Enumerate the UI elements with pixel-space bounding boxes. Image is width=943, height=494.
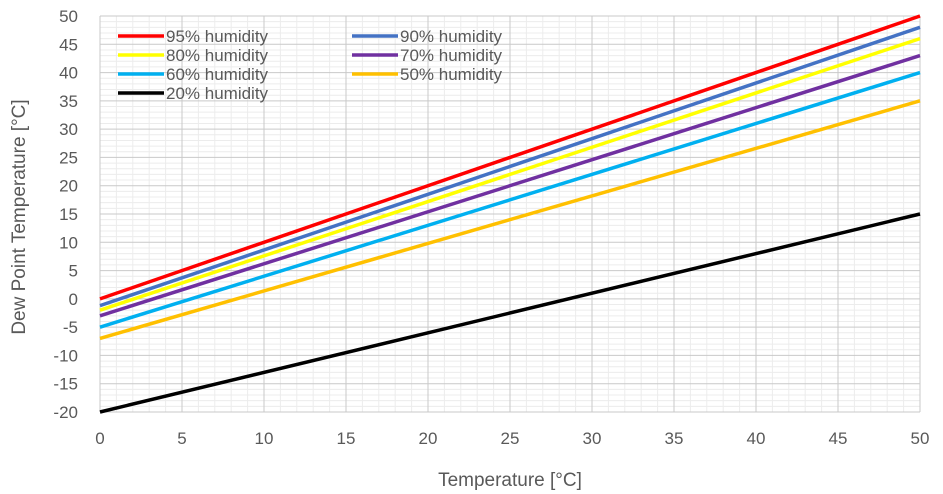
legend-item-5: 50% humidity bbox=[352, 65, 503, 84]
series-line-6 bbox=[99, 212, 921, 414]
legend-label: 60% humidity bbox=[166, 65, 269, 84]
series-line-3 bbox=[99, 53, 921, 318]
x-tick-label: 25 bbox=[501, 429, 520, 448]
legend-label: 70% humidity bbox=[400, 46, 503, 65]
legend: 95% humidity 90% humidity 80% humidity 70% … bbox=[118, 27, 503, 103]
y-axis-ticks: -20 -15 -10 -5 0 5 10 15 20 25 30 35 40 45 50 bbox=[53, 7, 78, 422]
x-tick-label: 0 bbox=[95, 429, 104, 448]
y-tick-label: 40 bbox=[59, 64, 78, 83]
x-tick-label: 35 bbox=[665, 429, 684, 448]
x-tick-label: 10 bbox=[255, 429, 274, 448]
series-line-5 bbox=[99, 99, 921, 341]
x-tick-label: 15 bbox=[337, 429, 356, 448]
legend-item-0: 95% humidity bbox=[118, 27, 269, 46]
legend-label: 95% humidity bbox=[166, 27, 269, 46]
legend-item-3: 70% humidity bbox=[352, 46, 503, 65]
legend-item-2: 80% humidity bbox=[118, 46, 269, 65]
y-tick-label: -5 bbox=[63, 318, 78, 337]
y-tick-label: 0 bbox=[69, 290, 78, 309]
x-tick-label: 40 bbox=[747, 429, 766, 448]
legend-label: 50% humidity bbox=[400, 65, 503, 84]
y-axis-title: Dew Point Temperature [°C] bbox=[9, 99, 30, 334]
legend-label: 20% humidity bbox=[166, 84, 269, 103]
y-tick-label: 10 bbox=[59, 233, 78, 252]
y-tick-label: 15 bbox=[59, 205, 78, 224]
series-lines bbox=[99, 14, 921, 414]
series-line-4 bbox=[99, 70, 921, 329]
y-tick-label: -10 bbox=[53, 346, 78, 365]
x-tick-label: 50 bbox=[911, 429, 930, 448]
legend-label: 80% humidity bbox=[166, 46, 269, 65]
series-line-2 bbox=[99, 36, 921, 312]
legend-label: 90% humidity bbox=[400, 27, 503, 46]
x-axis-ticks: 0 5 10 15 20 25 30 35 40 45 50 bbox=[95, 429, 929, 448]
x-axis-title: Temperature [°C] bbox=[438, 470, 582, 491]
y-tick-label: 30 bbox=[59, 120, 78, 139]
y-tick-label: 50 bbox=[59, 7, 78, 26]
legend-item-1: 90% humidity bbox=[352, 27, 503, 46]
y-tick-label: 25 bbox=[59, 148, 78, 167]
y-tick-label: -15 bbox=[53, 375, 78, 394]
x-tick-label: 20 bbox=[419, 429, 438, 448]
y-tick-label: 5 bbox=[69, 262, 78, 281]
major-grid bbox=[99, 15, 921, 413]
series-line-0 bbox=[99, 14, 921, 301]
x-tick-label: 5 bbox=[177, 429, 186, 448]
y-tick-label: -20 bbox=[53, 403, 78, 422]
legend-item-6: 20% humidity bbox=[118, 84, 269, 103]
x-tick-label: 45 bbox=[829, 429, 848, 448]
x-tick-label: 30 bbox=[583, 429, 602, 448]
y-tick-label: 45 bbox=[59, 35, 78, 54]
y-tick-label: 35 bbox=[59, 92, 78, 111]
y-tick-label: 20 bbox=[59, 177, 78, 196]
legend-item-4: 60% humidity bbox=[118, 65, 269, 84]
series-line-1 bbox=[99, 25, 921, 308]
